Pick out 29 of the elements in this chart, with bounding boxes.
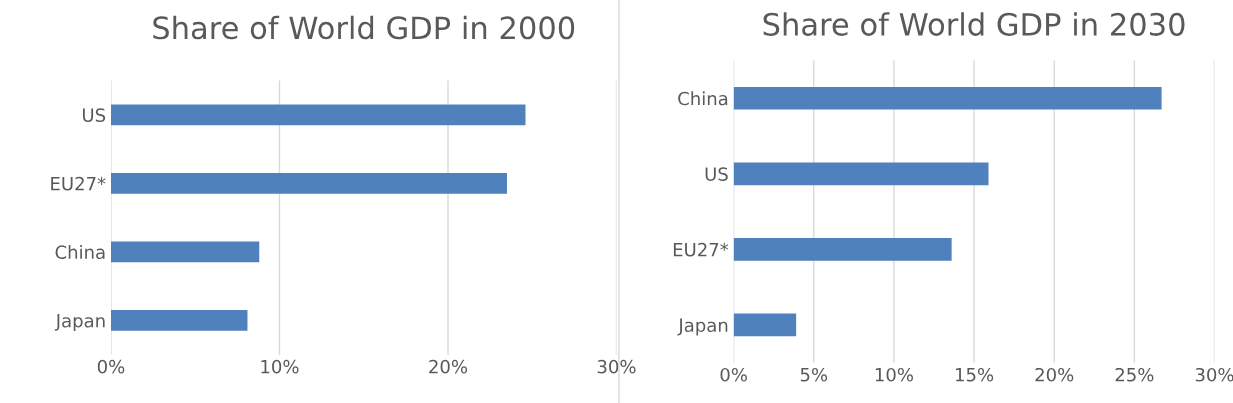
x-tick-label: 20% [1035, 367, 1074, 382]
bar [110, 241, 260, 263]
y-tick-label: US [83, 108, 106, 122]
x-tick-label: 5% [800, 367, 828, 382]
bar [110, 104, 526, 126]
x-tick-label: 10% [261, 359, 299, 374]
x-tick-label: 30% [1195, 367, 1233, 382]
x-tick-label: 30% [597, 359, 636, 374]
y-tick-label: China [55, 245, 105, 259]
x-tick-label: 10% [875, 367, 913, 382]
x-tick-label: 25% [1115, 367, 1154, 382]
chart-title: Share of World GDP in 2000 [153, 15, 575, 40]
bar [110, 310, 248, 331]
x-tick-label: 15% [955, 367, 994, 382]
y-tick-label: EU27* [51, 176, 106, 191]
y-tick-label: US [705, 167, 728, 181]
x-tick-label: 20% [429, 359, 468, 374]
chart-title: Share of World GDP in 2030 [763, 12, 1185, 36]
bar [733, 238, 952, 261]
x-tick-label: 0% [720, 367, 747, 382]
y-tick-label: China [678, 91, 728, 106]
bar [110, 173, 507, 194]
y-tick-label: Japan [54, 314, 105, 331]
bar [733, 162, 989, 186]
y-tick-label: Japan [677, 318, 728, 336]
bar [733, 313, 797, 337]
y-tick-label: EU27* [673, 242, 729, 257]
x-tick-label: 0% [97, 359, 125, 374]
bar [733, 86, 1162, 110]
